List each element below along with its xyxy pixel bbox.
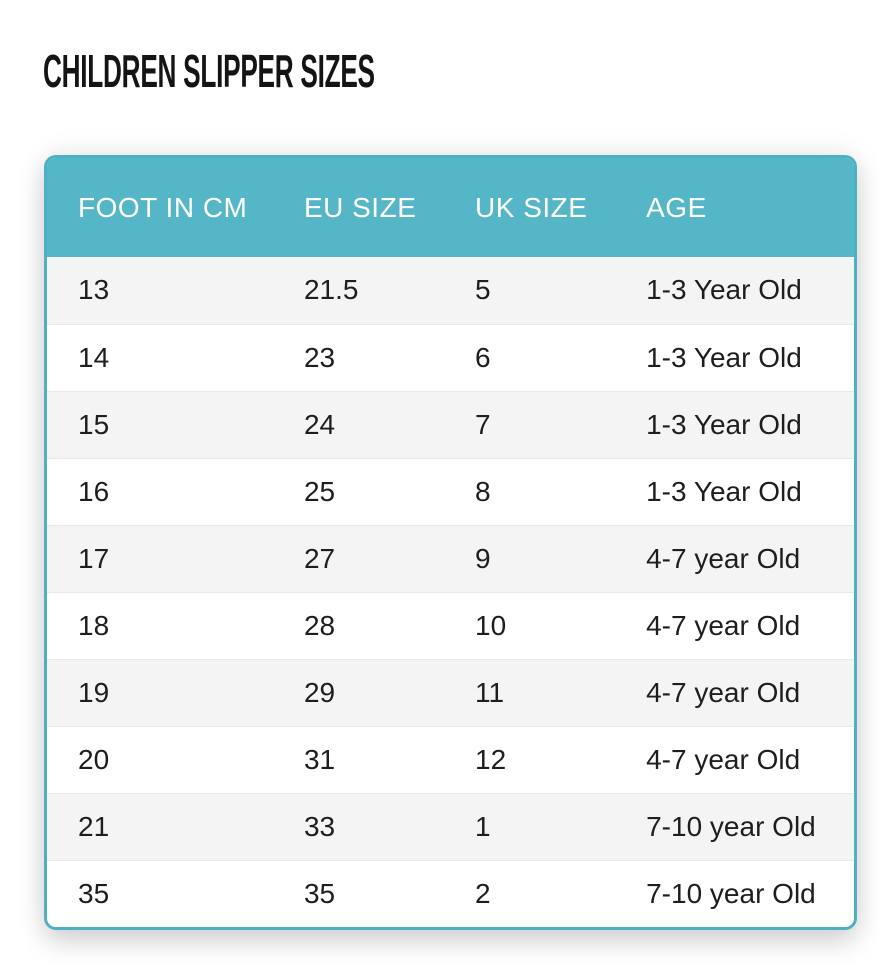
table-cell-eu-size: 25 [303, 475, 336, 507]
size-chart-card: FOOT IN CM EU SIZE UK SIZE AGE 13 21.5 5 1-3 Y… [44, 155, 857, 930]
table-row: 19 29 11 4-7 year Old [47, 659, 854, 726]
table-cell-uk-size: 7 [475, 408, 491, 440]
table-cell-age: 7-10 year Old [646, 877, 816, 909]
table-header: FOOT IN CM EU SIZE UK SIZE AGE [47, 158, 854, 257]
table-cell-uk-size: 5 [475, 274, 491, 306]
table-row: 14 23 6 1-3 Year Old [47, 324, 854, 391]
table-cell-foot-in-cm: 16 [78, 475, 110, 507]
table-cell-eu-size: 28 [303, 609, 336, 641]
table-cell-eu-size: 29 [303, 676, 336, 708]
table-cell-uk-size: 9 [475, 542, 491, 574]
table-cell-uk-size: 8 [475, 475, 491, 507]
column-header-eu-size: EU SIZE [272, 158, 445, 257]
table-cell-uk-size: 2 [475, 877, 491, 909]
table-cell-uk-size: 11 [475, 676, 505, 708]
column-header-uk-size: UK SIZE [444, 158, 616, 257]
table-cell-age: 1-3 Year Old [646, 274, 802, 306]
table-cell-age: 1-3 Year Old [646, 341, 802, 373]
table-cell-age: 4-7 year Old [646, 743, 801, 775]
table-cell-eu-size: 21.5 [303, 274, 359, 306]
table-cell-foot-in-cm: 19 [78, 676, 110, 708]
page-title: CHILDREN SLIPPER SIZES [43, 45, 375, 97]
table-cell-eu-size: 23 [303, 341, 336, 373]
table-cell-uk-size: 10 [475, 609, 507, 641]
table-cell-eu-size: 27 [303, 542, 336, 574]
table-row: 20 31 12 4-7 year Old [47, 726, 854, 793]
table-cell-foot-in-cm: 21 [78, 810, 110, 842]
table-cell-age: 1-3 Year Old [646, 408, 802, 440]
table-header-row: FOOT IN CM EU SIZE UK SIZE AGE [47, 158, 854, 257]
table-row: 21 33 1 7-10 year Old [47, 793, 854, 860]
table-body: 13 21.5 5 1-3 Year Old 14 23 6 1-3 Year Old 15 24… [47, 257, 854, 927]
table-row: 17 27 9 4-7 year Old [47, 525, 854, 592]
table-row: 15 24 7 1-3 Year Old [47, 391, 854, 458]
table-cell-foot-in-cm: 17 [78, 542, 110, 574]
table-cell-eu-size: 35 [303, 877, 336, 909]
table-cell-eu-size: 24 [303, 408, 336, 440]
table-cell-foot-in-cm: 18 [78, 609, 110, 641]
table-cell-age: 4-7 year Old [646, 542, 801, 574]
table-row: 35 35 2 7-10 year Old [47, 860, 854, 927]
table-cell-foot-in-cm: 13 [78, 274, 110, 306]
table-row: 18 28 10 4-7 year Old [47, 592, 854, 659]
table-cell-uk-size: 6 [475, 341, 491, 373]
size-chart-table: FOOT IN CM EU SIZE UK SIZE AGE 13 21.5 5 1-3 Y… [47, 158, 854, 927]
table-cell-foot-in-cm: 35 [78, 877, 110, 909]
table-cell-uk-size: 1 [475, 810, 491, 842]
table-cell-foot-in-cm: 20 [78, 743, 110, 775]
column-header-foot-in-cm: FOOT IN CM [47, 158, 273, 257]
table-row: 13 21.5 5 1-3 Year Old [47, 257, 854, 324]
table-cell-foot-in-cm: 15 [78, 408, 110, 440]
table-cell-eu-size: 33 [303, 810, 336, 842]
table-cell-age: 4-7 year Old [646, 609, 801, 641]
table-cell-foot-in-cm: 14 [78, 341, 110, 373]
table-cell-age: 7-10 year Old [646, 810, 816, 842]
table-row: 16 25 8 1-3 Year Old [47, 458, 854, 525]
table-cell-eu-size: 31 [303, 743, 336, 775]
table-cell-uk-size: 12 [475, 743, 507, 775]
table-cell-age: 1-3 Year Old [646, 475, 802, 507]
column-header-age: AGE [615, 158, 854, 257]
table-cell-age: 4-7 year Old [646, 676, 801, 708]
